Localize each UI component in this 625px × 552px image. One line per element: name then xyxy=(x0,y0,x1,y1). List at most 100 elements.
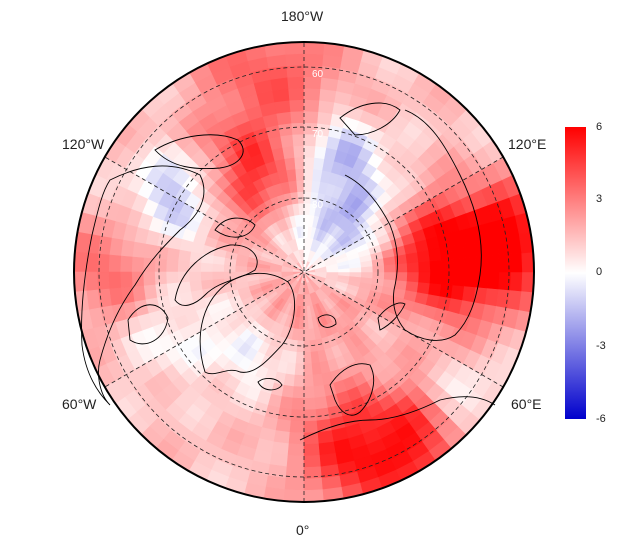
field-cell xyxy=(441,258,454,273)
field-cell xyxy=(292,386,305,399)
colorbar-tick-0: 0 xyxy=(596,266,603,278)
field-cell xyxy=(284,53,305,67)
field-cell xyxy=(372,271,385,280)
field-cell xyxy=(303,466,323,480)
field-cell xyxy=(303,145,316,158)
field-cell xyxy=(394,279,408,291)
field-cell xyxy=(154,258,167,273)
field-cell xyxy=(108,271,122,290)
lon-label-60e: 60°E xyxy=(511,396,542,412)
field-cell xyxy=(165,259,179,273)
field-cell xyxy=(293,156,305,170)
field-cell xyxy=(429,271,443,285)
field-cell xyxy=(288,432,305,445)
field-cell xyxy=(521,271,534,293)
coastline xyxy=(257,378,283,391)
field-cell xyxy=(349,271,362,278)
field-cell xyxy=(303,454,322,468)
field-cell xyxy=(418,260,431,273)
field-cell xyxy=(311,168,323,182)
field-cell xyxy=(303,42,325,55)
field-cell xyxy=(290,122,305,135)
field-cell xyxy=(277,122,293,137)
field-cell xyxy=(475,255,489,273)
field-cell xyxy=(303,191,312,204)
field-cell xyxy=(521,251,534,273)
lon-label-180w: 180°W xyxy=(281,8,324,24)
coastline xyxy=(127,304,169,345)
field-cell xyxy=(188,271,202,283)
coastline xyxy=(199,272,295,375)
field-cell xyxy=(316,111,333,126)
latitude-circle xyxy=(98,66,510,478)
field-cell xyxy=(452,257,466,273)
field-cell xyxy=(303,477,324,491)
field-cell xyxy=(284,477,305,491)
lon-label-120w: 120°W xyxy=(62,136,105,152)
field-cell xyxy=(462,241,477,259)
field-cell xyxy=(303,99,320,112)
field-cell xyxy=(313,145,327,160)
field-cell xyxy=(211,271,225,281)
field-cell xyxy=(200,262,213,273)
field-cell xyxy=(293,374,305,388)
colorbar-tick-3: 3 xyxy=(596,193,603,205)
field-cell xyxy=(441,271,454,286)
field-cell xyxy=(298,317,305,330)
field-cell xyxy=(303,386,316,399)
latitude-label: 60 xyxy=(312,69,324,80)
lon-label-0: 0° xyxy=(296,522,310,538)
field-cell xyxy=(303,363,314,376)
field-cell xyxy=(303,409,318,422)
field-cell xyxy=(286,76,305,90)
field-cell xyxy=(296,340,305,353)
field-cell xyxy=(450,243,465,260)
coastline xyxy=(174,244,258,306)
field-cell xyxy=(406,271,420,283)
field-cell xyxy=(428,282,442,297)
field-cell xyxy=(312,157,325,171)
field-cell xyxy=(291,133,305,147)
field-cell xyxy=(303,214,310,227)
field-cell xyxy=(166,247,180,262)
field-cell xyxy=(509,252,523,273)
field-cell xyxy=(338,271,351,277)
field-cell xyxy=(85,271,99,292)
field-cell xyxy=(303,53,324,67)
field-cell xyxy=(279,396,294,410)
field-cell xyxy=(439,245,454,261)
field-cell xyxy=(486,271,500,290)
field-cell xyxy=(119,271,133,289)
coastline xyxy=(339,102,401,136)
field-cell xyxy=(275,418,292,433)
field-cell xyxy=(277,407,293,422)
field-cell xyxy=(303,179,313,193)
field-cell xyxy=(303,202,311,216)
anomaly-field xyxy=(74,42,534,502)
field-cell xyxy=(273,430,291,445)
coastline xyxy=(214,217,256,238)
field-cell xyxy=(303,374,315,388)
field-cell xyxy=(294,363,305,376)
colorbar-tick-6: 6 xyxy=(596,121,603,133)
field-cell xyxy=(177,260,190,273)
field-cell xyxy=(74,251,87,273)
coastline xyxy=(393,109,482,341)
field-cell xyxy=(464,256,477,273)
field-cell xyxy=(283,373,296,387)
coastline xyxy=(344,174,398,291)
field-cell xyxy=(165,271,179,285)
field-cell xyxy=(154,245,169,261)
latitude-label: 80 xyxy=(312,200,324,211)
field-cell xyxy=(299,306,305,319)
field-cell xyxy=(292,145,305,158)
field-cell xyxy=(429,259,443,273)
field-cell xyxy=(509,271,523,292)
field-cell xyxy=(295,179,305,193)
field-cell xyxy=(317,430,335,445)
field-cell xyxy=(273,99,291,114)
field-cell xyxy=(303,489,325,502)
field-cell xyxy=(303,87,321,101)
field-cell xyxy=(303,443,321,457)
